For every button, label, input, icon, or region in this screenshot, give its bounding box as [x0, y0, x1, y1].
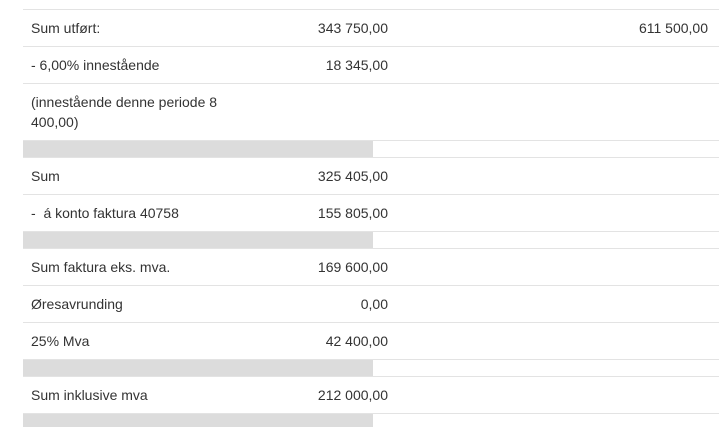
row-divider	[23, 140, 719, 141]
spacer-row	[23, 414, 373, 427]
row-amount: 0,00	[360, 296, 388, 312]
row-label: 25% Mva	[31, 333, 90, 349]
row-label: Øresavrunding	[31, 296, 123, 312]
row-amount: 325 405,00	[317, 168, 388, 184]
row-amount: 169 600,00	[317, 259, 388, 275]
row-divider	[23, 231, 719, 232]
row-divider	[23, 46, 719, 47]
spacer-row	[23, 232, 373, 248]
row-amount: 42 400,00	[325, 333, 388, 349]
row-label: Sum faktura eks. mva.	[31, 259, 171, 275]
row-divider	[23, 359, 719, 360]
row-note: (innestående denne periode 8 400,00)	[31, 94, 218, 130]
row-label: - á konto faktura 40758	[31, 205, 179, 221]
row-divider	[23, 322, 719, 323]
row-label: - 6,00% innestående	[31, 57, 160, 73]
row-divider	[23, 285, 719, 286]
row-label: Sum inklusive mva	[31, 387, 148, 403]
row-divider	[23, 194, 719, 195]
row-divider	[23, 248, 719, 249]
row-amount: 18 345,00	[325, 57, 388, 73]
row-divider	[23, 376, 719, 377]
spacer-row	[23, 141, 373, 157]
row-amount-total: 611 500,00	[638, 20, 708, 36]
spacer-row	[23, 360, 373, 376]
row-label: Sum utført:	[31, 20, 101, 36]
row-amount: 155 805,00	[317, 205, 388, 221]
row-amount: 343 750,00	[317, 20, 388, 36]
row-divider	[23, 83, 719, 84]
row-divider	[23, 157, 719, 158]
row-divider	[23, 9, 719, 10]
row-amount: 212 000,00	[317, 387, 388, 403]
row-label: Sum	[31, 168, 60, 184]
row-divider	[23, 413, 719, 414]
